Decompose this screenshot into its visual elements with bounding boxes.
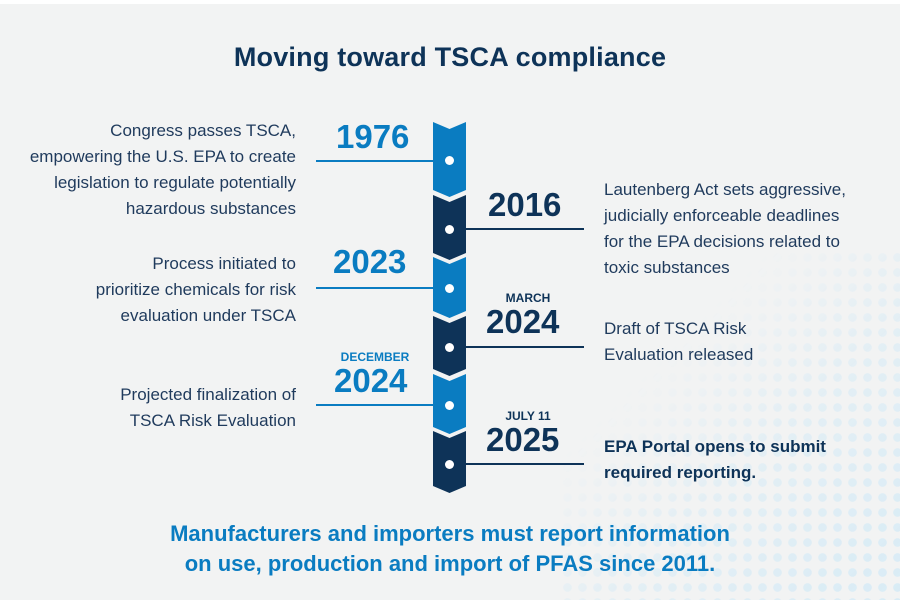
event-year-2024-december: 2024	[334, 362, 408, 399]
description-line: EPA Portal opens to submit	[604, 437, 826, 456]
connector-line-2023	[316, 287, 433, 289]
timeline-dot-icon	[445, 225, 454, 234]
timeline-dot-icon	[445, 343, 454, 352]
footer-line-2: on use, production and import of PFAS si…	[184, 551, 716, 576]
description-line: Lautenberg Act sets aggressive,	[604, 180, 846, 199]
timeline-dot-icon	[445, 156, 454, 165]
event-year-2025: 2025	[486, 421, 560, 458]
event-year-2016: 2016	[488, 186, 562, 223]
description-line: required reporting.	[604, 463, 757, 482]
footer-note: Manufacturers and importers must report …	[0, 519, 900, 579]
description-line: Process initiated to	[152, 254, 296, 273]
timeline-dot-icon	[445, 460, 454, 469]
description-line: Projected finalization of	[120, 385, 296, 404]
timeline-dot-icon	[445, 401, 454, 410]
connector-line-2016	[466, 228, 584, 230]
connector-line-2025	[466, 463, 584, 465]
footer-line-1: Manufacturers and importers must report …	[170, 521, 730, 546]
page-title: Moving toward TSCA compliance	[233, 42, 667, 72]
description-line: judicially enforceable deadlines	[604, 206, 840, 225]
description-line: Congress passes TSCA,	[110, 121, 296, 140]
description-line: prioritize chemicals for risk	[95, 280, 296, 299]
event-year-1976: 1976	[336, 118, 410, 155]
top-strip	[0, 0, 900, 4]
event-description-2016: Lautenberg Act sets aggressive, judicial…	[604, 177, 846, 281]
event-description-2024-december: Projected finalization of TSCA Risk Eval…	[120, 382, 296, 434]
halftone-dot-pattern	[560, 250, 900, 600]
description-line: TSCA Risk Evaluation	[129, 411, 296, 430]
connector-line-2024-march	[466, 346, 584, 348]
event-month-2025: JULY 11	[505, 409, 551, 423]
description-line: evaluation under TSCA	[120, 306, 296, 325]
event-month-2024-march: MARCH	[505, 291, 551, 305]
timeline-dot-icon	[445, 284, 454, 293]
description-line: for the EPA decisions related to	[604, 232, 840, 251]
connector-line-1976	[316, 160, 433, 162]
connector-line-2024-december	[316, 404, 433, 406]
description-line: toxic substances	[604, 258, 730, 277]
event-description-1976: Congress passes TSCA, empowering the U.S…	[30, 118, 296, 222]
event-year-2024-march: 2024	[486, 303, 560, 340]
description-line: Draft of TSCA Risk	[604, 319, 747, 338]
description-line: empowering the U.S. EPA to create	[29, 147, 296, 166]
description-line: Evaluation released	[604, 345, 754, 364]
event-description-2023: Process initiated to prioritize chemical…	[96, 251, 296, 329]
event-description-2024-march: Draft of TSCA Risk Evaluation released	[604, 316, 753, 368]
description-line: legislation to regulate potentially	[54, 173, 296, 192]
event-month-2024-december: DECEMBER	[340, 350, 410, 364]
event-description-2025: EPA Portal opens to submit required repo…	[604, 434, 826, 486]
event-year-2023: 2023	[333, 243, 407, 280]
description-line: hazardous substances	[125, 199, 296, 218]
